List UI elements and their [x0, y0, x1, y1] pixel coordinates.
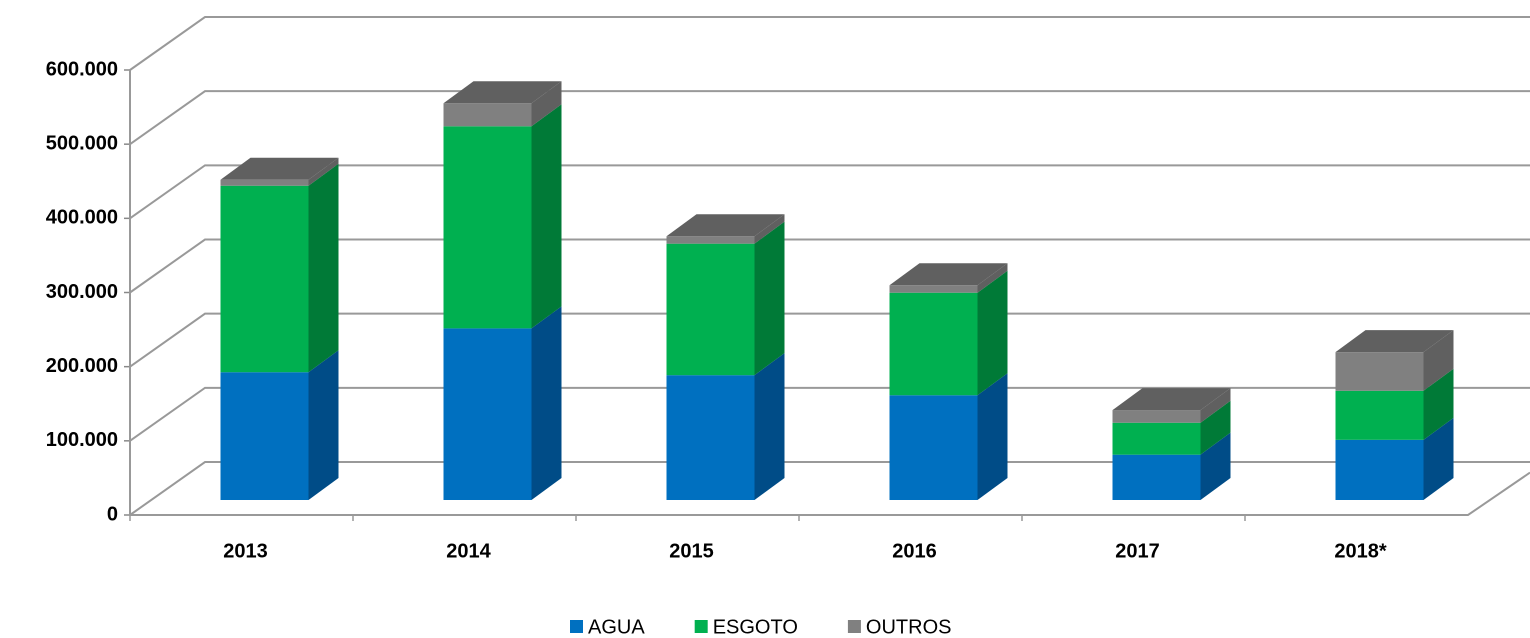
y-tick-label: 500.000 — [46, 132, 118, 154]
y-tick-label: 300.000 — [46, 281, 118, 303]
bar-side — [531, 81, 562, 127]
legend-swatch — [694, 620, 708, 633]
legend-label: AGUA — [588, 616, 645, 638]
bar-side — [977, 270, 1008, 396]
bar — [666, 375, 755, 500]
grid-line — [129, 90, 1530, 145]
legend-swatch — [570, 620, 583, 633]
bar — [220, 372, 309, 500]
x-tick-label: 2013 — [223, 540, 268, 562]
bar-side — [531, 306, 562, 500]
bar-side — [308, 157, 339, 186]
bar-side — [308, 350, 339, 500]
bar-side — [1200, 400, 1231, 455]
bar — [1335, 390, 1424, 440]
bar — [666, 236, 755, 244]
bar — [1335, 352, 1424, 391]
bar-top — [1335, 330, 1454, 353]
y-tick-label: 100.000 — [46, 429, 118, 451]
bar-side — [1423, 330, 1454, 391]
y-tick-label: 200.000 — [46, 355, 118, 377]
legend-label: OUTROS — [866, 616, 952, 638]
bar-side — [754, 214, 785, 244]
grid-line — [129, 312, 1530, 368]
bar — [889, 395, 978, 500]
grid-line — [129, 164, 1530, 220]
bar-side — [754, 353, 785, 500]
bar-side — [754, 221, 785, 376]
bar — [1112, 422, 1201, 455]
y-tick-label: 0 — [107, 503, 118, 525]
bar-side — [1423, 417, 1454, 500]
bar — [666, 243, 755, 376]
bar-top — [889, 263, 1008, 286]
bar — [220, 179, 309, 186]
bar-side — [1200, 432, 1231, 500]
x-tick-label: 2014 — [446, 540, 491, 562]
bar-top — [220, 157, 339, 180]
bar — [889, 292, 978, 396]
bar-side — [531, 104, 562, 329]
bar-top — [443, 81, 562, 104]
bar-top — [666, 214, 785, 237]
x-tick-label: 2015 — [669, 540, 714, 562]
bar-side — [977, 373, 1008, 500]
y-tick-label: 400.000 — [46, 207, 118, 229]
bar — [220, 185, 309, 373]
grid-line — [129, 16, 1530, 71]
bar — [1112, 410, 1201, 423]
legend-label: ESGOTO — [713, 616, 798, 638]
y-tick-label: 600.000 — [46, 58, 118, 80]
grid-line — [129, 461, 1530, 516]
bar — [889, 285, 978, 293]
bar — [1335, 439, 1424, 500]
x-tick-label: 2016 — [892, 540, 937, 562]
bar — [443, 103, 532, 127]
bar — [443, 328, 532, 500]
bar-side — [977, 263, 1008, 293]
bar-side — [1200, 388, 1231, 423]
bar — [1112, 454, 1201, 500]
grid-line — [129, 386, 1530, 442]
bar-top — [1112, 388, 1231, 411]
bar — [443, 126, 532, 329]
bar-side — [308, 163, 339, 373]
x-tick-label: 2018* — [1334, 540, 1386, 562]
bar-side — [1423, 368, 1454, 440]
floor — [130, 471, 1530, 516]
legend-swatch — [847, 620, 861, 633]
x-tick-label: 2017 — [1115, 540, 1160, 562]
grid-line — [129, 238, 1530, 294]
